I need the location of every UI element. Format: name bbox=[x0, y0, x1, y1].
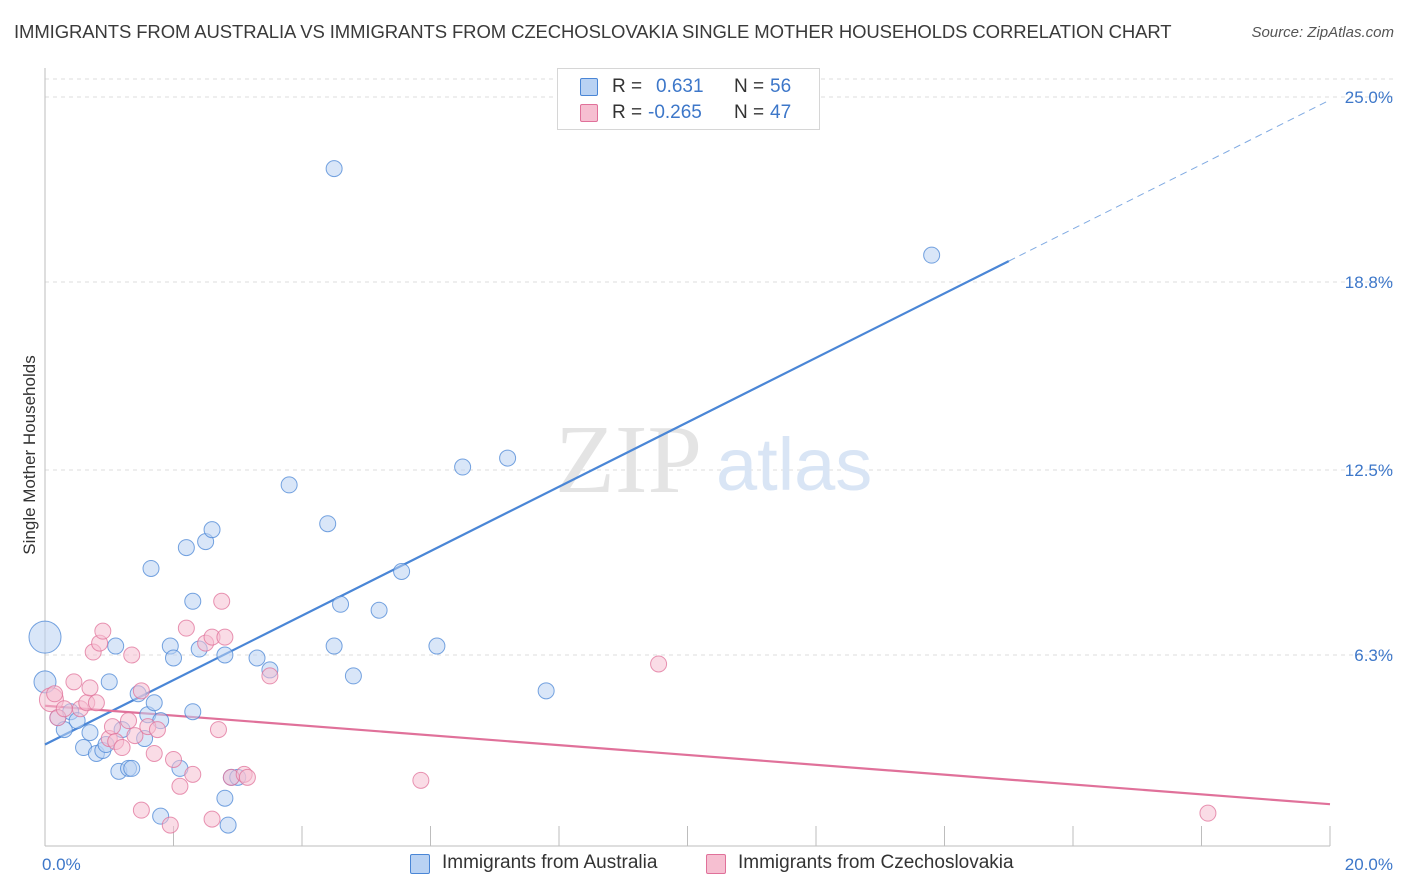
czech-point bbox=[161, 816, 179, 834]
czech-point bbox=[126, 727, 144, 745]
x-tick-label: 20.0% bbox=[1345, 855, 1393, 874]
r-value: 0.631 bbox=[656, 76, 704, 97]
y-tick-label: 12.5% bbox=[1345, 461, 1393, 480]
chart-title: IMMIGRANTS FROM AUSTRALIA VS IMMIGRANTS … bbox=[14, 21, 1172, 42]
australia-point bbox=[325, 637, 343, 655]
australia-point bbox=[219, 816, 237, 834]
czech-point bbox=[46, 685, 64, 703]
n-value: 56 bbox=[770, 76, 792, 97]
n-label: N = bbox=[734, 102, 765, 123]
australia-point bbox=[177, 539, 195, 557]
australia-point bbox=[428, 637, 446, 655]
czech-point bbox=[412, 771, 430, 789]
czech-point bbox=[171, 777, 189, 795]
australia-point bbox=[81, 724, 99, 742]
australia-point bbox=[325, 160, 343, 178]
australia-point bbox=[216, 789, 234, 807]
czech-point bbox=[132, 801, 150, 819]
czech-point bbox=[203, 810, 221, 828]
australia-swatch bbox=[580, 78, 598, 96]
axes bbox=[44, 68, 1331, 847]
australia-point bbox=[454, 458, 472, 476]
x-tick-label: 0.0% bbox=[42, 855, 81, 874]
y-tick-label: 25.0% bbox=[1345, 88, 1393, 107]
legend-label: Immigrants from Czechoslovakia bbox=[738, 852, 1014, 873]
czech-trend-line bbox=[44, 704, 1331, 806]
gridlines bbox=[45, 78, 1394, 656]
source-note: Source: ZipAtlas.com bbox=[1251, 24, 1394, 41]
watermark: ZIP atlas bbox=[555, 406, 872, 514]
y-tick-label: 6.3% bbox=[1354, 646, 1393, 665]
data-points bbox=[28, 160, 1217, 834]
czech-point bbox=[87, 694, 105, 712]
czech-point bbox=[120, 712, 138, 730]
australia-point bbox=[165, 649, 182, 667]
australia-point bbox=[537, 682, 555, 700]
australia-point bbox=[123, 759, 141, 777]
australia-point bbox=[319, 515, 337, 533]
czech-point bbox=[65, 673, 83, 691]
czech-swatch bbox=[580, 104, 598, 122]
czech-point bbox=[177, 619, 195, 637]
watermark-atlas: atlas bbox=[716, 423, 872, 506]
australia-point bbox=[370, 601, 388, 619]
czech-point bbox=[123, 646, 141, 664]
r-value: -0.265 bbox=[648, 102, 702, 123]
australia-point bbox=[145, 694, 163, 712]
australia-trend-line bbox=[44, 260, 1010, 746]
n-value: 47 bbox=[770, 102, 792, 123]
australia-point bbox=[344, 667, 362, 685]
legend-label: Immigrants from Australia bbox=[442, 852, 658, 873]
australia-point bbox=[923, 246, 941, 264]
n-label: N = bbox=[734, 76, 765, 97]
australia-point bbox=[107, 637, 125, 655]
australia-point bbox=[203, 521, 221, 539]
czech-point bbox=[1199, 804, 1217, 822]
czech-legend-swatch bbox=[706, 854, 726, 874]
czech-point bbox=[165, 750, 182, 768]
czech-point bbox=[184, 765, 202, 783]
australia-point bbox=[184, 592, 202, 610]
r-label: R = bbox=[612, 102, 643, 123]
australia-point bbox=[28, 620, 62, 654]
trend-lines bbox=[44, 99, 1331, 806]
czech-point bbox=[209, 721, 227, 739]
czech-point bbox=[113, 739, 131, 757]
czech-point bbox=[261, 667, 279, 685]
australia-point bbox=[248, 649, 266, 667]
czech-point bbox=[216, 628, 234, 646]
australia-point bbox=[184, 703, 202, 721]
australia-point bbox=[499, 449, 517, 467]
czech-point bbox=[103, 718, 121, 736]
czech-point bbox=[81, 679, 99, 697]
czech-point bbox=[148, 721, 166, 739]
czech-point bbox=[238, 768, 256, 786]
czech-point bbox=[145, 744, 163, 762]
y-axis-label: Single Mother Households bbox=[20, 355, 39, 554]
czech-point bbox=[213, 592, 231, 610]
czech-point bbox=[132, 682, 150, 700]
australia-point bbox=[280, 476, 298, 494]
australia-point bbox=[393, 562, 411, 580]
y-tick-label: 18.8% bbox=[1345, 273, 1393, 292]
australia-point bbox=[216, 646, 234, 664]
australia-point bbox=[100, 673, 118, 691]
czech-point bbox=[94, 622, 112, 640]
australia-trend-extension bbox=[1008, 99, 1331, 262]
correlation-stats-box: R = 0.631 N = 56 R = -0.265 N = 47 bbox=[557, 68, 820, 130]
tick-labels: 6.3% 12.5% 18.8% 25.0% 0.0% 20.0% bbox=[42, 88, 1393, 874]
australia-point bbox=[142, 559, 160, 577]
watermark-zip: ZIP bbox=[555, 406, 702, 514]
czech-point bbox=[55, 700, 73, 718]
czech-point bbox=[650, 655, 668, 673]
australia-point bbox=[332, 595, 350, 613]
r-label: R = bbox=[612, 76, 643, 97]
australia-legend-swatch bbox=[410, 854, 430, 874]
